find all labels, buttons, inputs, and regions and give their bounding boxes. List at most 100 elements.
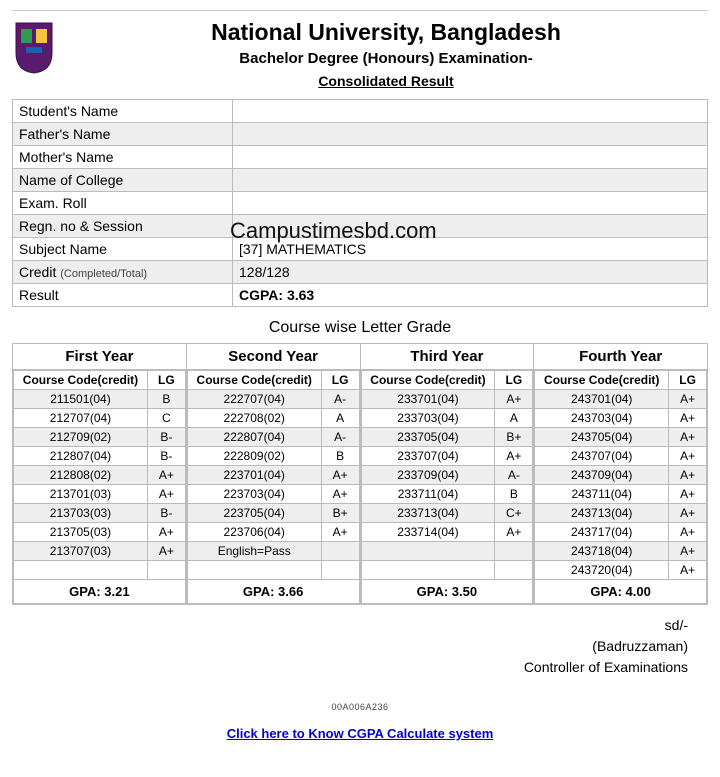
grade-section-title: Course wise Letter Grade [12,319,708,337]
col-course-code: Course Code(credit) [535,371,669,390]
signature-title: Controller of Examinations [12,657,688,678]
grade-row: 213703(03)B- [14,504,186,523]
grade-row: 243705(04)A+ [535,428,707,447]
document-id: 00A006A236 [12,702,708,712]
letter-grade-cell: A+ [147,542,185,561]
course-code-cell: 222708(02) [187,409,321,428]
letter-grade-cell: A [495,409,533,428]
grade-row: 223706(04)A+ [187,523,359,542]
letter-grade-cell: A+ [495,523,533,542]
course-code-cell: 233705(04) [361,428,495,447]
student-name-value [233,100,708,123]
letter-grade-cell [321,542,359,561]
course-code-cell: 223701(04) [187,466,321,485]
year-column: Third YearCourse Code(credit)LG233701(04… [360,344,534,605]
exam-roll-value [233,192,708,215]
grade-row: 212709(02)B- [14,428,186,447]
course-code-cell: 212709(02) [14,428,148,447]
letter-grade-cell: C [147,409,185,428]
grade-row: 223703(04)A+ [187,485,359,504]
grade-row: 243703(04)A+ [535,409,707,428]
col-course-code: Course Code(credit) [187,371,321,390]
grade-row: 233705(04)B+ [361,428,533,447]
student-name-label: Student's Name [13,100,233,123]
course-code-cell: 233703(04) [361,409,495,428]
grade-row: 222708(02)A [187,409,359,428]
gpa-row: GPA: 3.50 [361,580,533,604]
letter-grade-cell [147,561,185,580]
signature-block: sd/- (Badruzzaman) Controller of Examina… [12,615,708,678]
subject-label: Subject Name [13,238,233,261]
course-code-cell: 213701(03) [14,485,148,504]
letter-grade-cell: A+ [669,390,707,409]
course-code-cell: 243701(04) [535,390,669,409]
gpa-row: GPA: 4.00 [535,580,707,604]
grade-row [187,561,359,580]
course-code-cell: 243717(04) [535,523,669,542]
year-grades-table: Course Code(credit)LG243701(04)A+243703(… [534,370,707,604]
cgpa-calculate-link[interactable]: Click here to Know CGPA Calculate system [227,726,494,741]
col-course-code: Course Code(credit) [14,371,148,390]
signature-sd: sd/- [12,615,688,636]
grade-row: 212707(04)C [14,409,186,428]
year-column: Second YearCourse Code(credit)LG222707(0… [186,344,360,605]
letter-grade-cell: A+ [669,447,707,466]
grade-row: 243711(04)A+ [535,485,707,504]
year-grades-table: Course Code(credit)LG222707(04)A-222708(… [187,370,360,604]
letter-grade-cell: B [495,485,533,504]
cgpa-link-wrap: Click here to Know CGPA Calculate system [12,726,708,741]
degree-name: Bachelor Degree (Honours) Examination- [64,50,708,67]
letter-grade-cell [495,561,533,580]
grade-row: 243701(04)A+ [535,390,707,409]
grade-row: 243707(04)A+ [535,447,707,466]
regn-label: Regn. no & Session [13,215,233,238]
course-code-cell: 223705(04) [187,504,321,523]
grade-row: 243713(04)A+ [535,504,707,523]
course-code-cell: 222707(04) [187,390,321,409]
letter-grade-cell: A+ [321,523,359,542]
letter-grade-cell: A+ [669,466,707,485]
cgpa-value: CGPA: 3.63 [233,284,708,307]
course-code-cell: 243705(04) [535,428,669,447]
letter-grade-cell: A+ [495,447,533,466]
col-letter-grade: LG [495,371,533,390]
gpa-value: GPA: 3.50 [361,580,533,604]
regn-value [233,215,708,238]
letter-grade-cell: A- [321,428,359,447]
grade-row: 233701(04)A+ [361,390,533,409]
subject-value: [37] MATHEMATICS [233,238,708,261]
course-code-cell: 212807(04) [14,447,148,466]
course-code-cell: 213705(03) [14,523,148,542]
letter-grade-cell: A+ [669,561,707,580]
year-title: Second Year [187,344,360,370]
course-code-cell: 233714(04) [361,523,495,542]
result-label: Result [13,284,233,307]
letter-grade-cell: A+ [669,428,707,447]
year-title: Third Year [361,344,534,370]
col-letter-grade: LG [147,371,185,390]
letter-grade-cell: B+ [495,428,533,447]
mother-name-value [233,146,708,169]
gpa-row: GPA: 3.66 [187,580,359,604]
grade-row: 233707(04)A+ [361,447,533,466]
course-code-cell [187,561,321,580]
course-code-cell: 212808(02) [14,466,148,485]
grade-row: 233703(04)A [361,409,533,428]
letter-grade-cell: A+ [669,485,707,504]
grade-row: 233714(04)A+ [361,523,533,542]
grade-row: 213701(03)A+ [14,485,186,504]
letter-grade-cell: B- [147,504,185,523]
grade-row: 213707(03)A+ [14,542,186,561]
course-code-cell: 243711(04) [535,485,669,504]
letter-grade-cell: A+ [669,504,707,523]
letter-grade-cell: A+ [669,409,707,428]
course-code-cell: 233707(04) [361,447,495,466]
grade-row: 212807(04)B- [14,447,186,466]
grade-row: 222807(04)A- [187,428,359,447]
letter-grade-cell [321,561,359,580]
grade-row: 233713(04)C+ [361,504,533,523]
college-value [233,169,708,192]
year-title: Fourth Year [534,344,707,370]
father-name-value [233,123,708,146]
grade-row: 222809(02)B [187,447,359,466]
